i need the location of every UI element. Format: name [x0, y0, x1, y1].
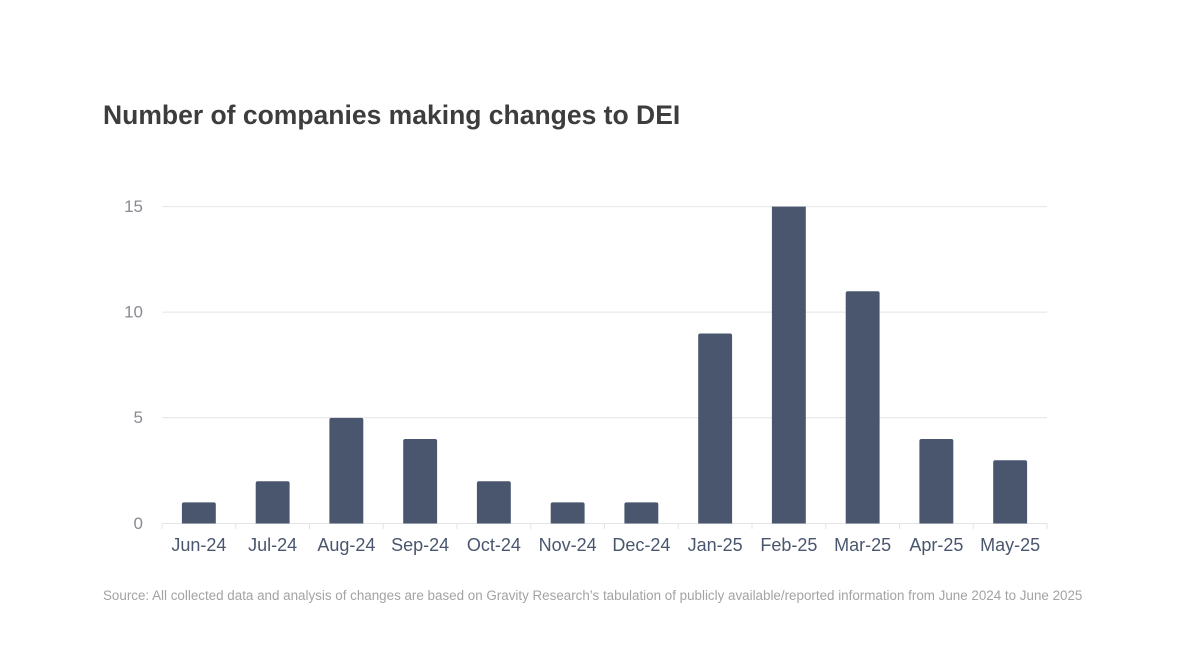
svg-text:0: 0 — [134, 514, 143, 533]
svg-text:10: 10 — [124, 303, 143, 322]
svg-text:Jun-24: Jun-24 — [171, 535, 226, 555]
svg-text:5: 5 — [134, 408, 143, 427]
svg-text:Oct-24: Oct-24 — [467, 535, 521, 555]
svg-text:Feb-25: Feb-25 — [760, 535, 817, 555]
svg-text:Dec-24: Dec-24 — [612, 535, 670, 555]
svg-text:Apr-25: Apr-25 — [909, 535, 963, 555]
svg-text:15: 15 — [124, 197, 143, 216]
svg-text:Mar-25: Mar-25 — [834, 535, 891, 555]
svg-text:Sep-24: Sep-24 — [391, 535, 449, 555]
svg-text:Jan-25: Jan-25 — [688, 535, 743, 555]
svg-text:Nov-24: Nov-24 — [539, 535, 597, 555]
svg-text:May-25: May-25 — [980, 535, 1040, 555]
svg-text:Aug-24: Aug-24 — [317, 535, 375, 555]
svg-text:Jul-24: Jul-24 — [248, 535, 297, 555]
